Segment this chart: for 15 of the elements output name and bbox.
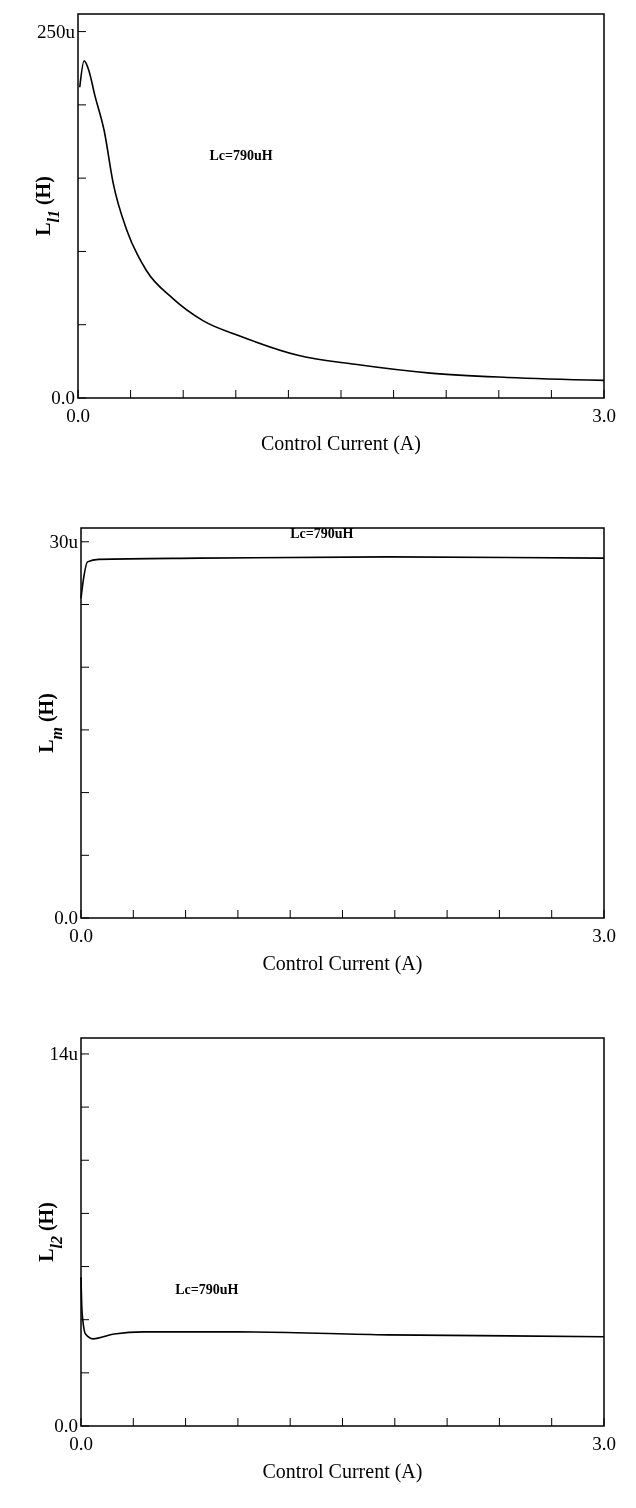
y-tick-label: 0.0 bbox=[51, 387, 75, 408]
annotation: Lc=790uH bbox=[209, 147, 273, 163]
x-axis-title: Control Current (A) bbox=[262, 952, 423, 975]
y-tick-label: 250u bbox=[37, 20, 76, 42]
y-tick-label: 30u bbox=[49, 530, 79, 552]
x-tick-label: 3.0 bbox=[592, 1433, 616, 1454]
annotation: Lc=790uH bbox=[290, 525, 354, 541]
x-tick-label: 3.0 bbox=[592, 925, 616, 946]
y-tick-label: 0.0 bbox=[54, 907, 78, 928]
annotation: Lc=790uH bbox=[175, 1282, 239, 1298]
x-axis-title: Control Current (A) bbox=[262, 1460, 423, 1483]
x-axis-title: Control Current (A) bbox=[261, 432, 421, 455]
y-tick-label: 14u bbox=[49, 1042, 79, 1064]
y-tick-label: 0.0 bbox=[54, 1415, 78, 1436]
x-tick-label: 3.0 bbox=[592, 405, 616, 426]
